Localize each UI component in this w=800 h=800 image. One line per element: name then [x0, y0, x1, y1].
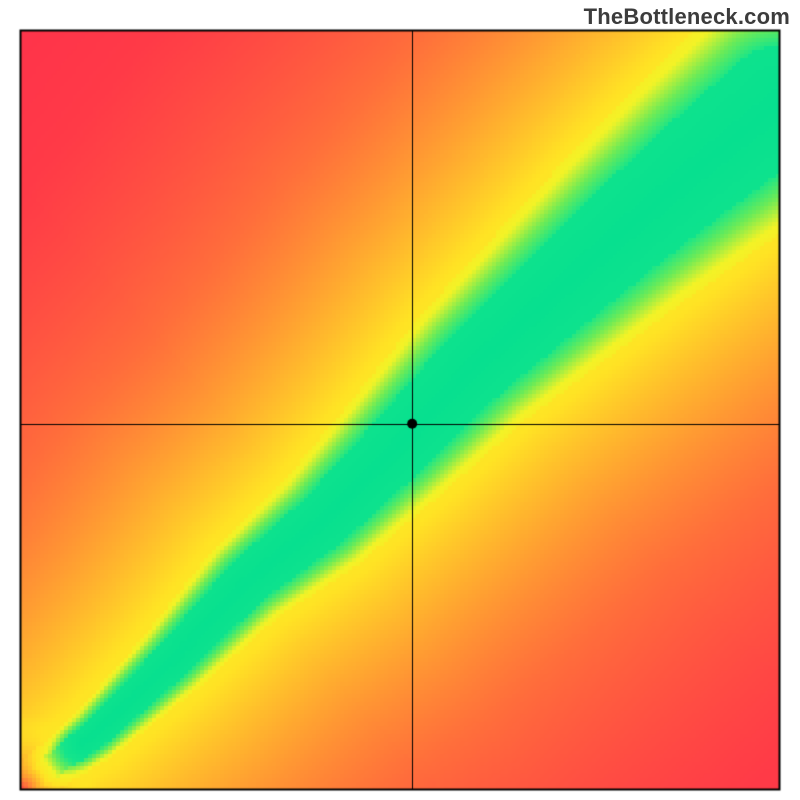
watermark-text: TheBottleneck.com — [584, 4, 790, 30]
chart-container: TheBottleneck.com — [0, 0, 800, 800]
bottleneck-heatmap — [0, 0, 800, 800]
